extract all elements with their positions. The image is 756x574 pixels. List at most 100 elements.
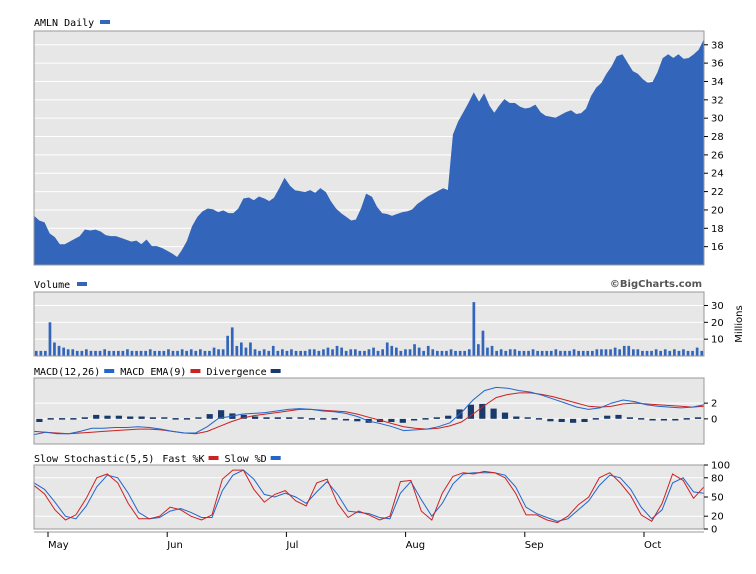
volume-bar — [217, 349, 220, 356]
volume-bar — [135, 350, 138, 356]
divergence-bar — [47, 418, 54, 420]
x-tick-label: May — [48, 540, 69, 551]
volume-bar — [454, 350, 457, 356]
volume-bar — [276, 350, 280, 356]
volume-bar — [700, 350, 704, 356]
volume-bar — [189, 349, 193, 356]
volume-bar — [559, 350, 562, 356]
volume-bar — [290, 349, 293, 356]
volume-bar — [240, 342, 243, 356]
macd-legend-swatch — [270, 369, 281, 373]
volume-bar — [577, 350, 580, 356]
divergence-bar — [286, 417, 293, 419]
price-panel: 16 18 20 22 24 26 28 30 32 34 36 38 AMLN Daily — [33, 18, 724, 266]
volume-bar — [477, 344, 480, 356]
volume-bar — [326, 347, 330, 356]
volume-bar — [253, 349, 257, 356]
stochastic-legend-label: Slow %D — [225, 454, 267, 465]
divergence-bar — [649, 418, 656, 421]
volume-bar — [568, 350, 571, 356]
price-tick-label: 16 — [711, 242, 724, 253]
volume-bar — [139, 350, 143, 356]
volume-bar — [695, 347, 699, 356]
divergence-bar — [274, 417, 281, 419]
volume-bar — [609, 349, 612, 356]
volume-bar — [244, 347, 248, 356]
volume-bar — [303, 350, 307, 356]
divergence-bar — [36, 418, 43, 422]
volume-bar — [312, 349, 316, 356]
volume-bar — [48, 322, 52, 356]
price-tick-label: 28 — [711, 132, 724, 143]
volume-tick-label: 10 — [711, 335, 724, 346]
volume-bar — [595, 349, 599, 356]
volume-bar — [71, 349, 75, 356]
volume-bar — [691, 350, 694, 356]
volume-bar — [645, 350, 649, 356]
volume-bar — [613, 347, 617, 356]
volume-bar — [677, 350, 681, 356]
volume-bar — [180, 349, 184, 356]
macd-legend-swatch — [104, 369, 115, 373]
divergence-bar — [263, 417, 270, 419]
divergence-bar — [524, 417, 531, 419]
divergence-bar — [161, 417, 168, 419]
volume-bar — [340, 347, 343, 356]
volume-bar — [249, 342, 252, 356]
macd-line — [33, 386, 705, 436]
volume-bar — [518, 350, 521, 356]
price-tick-label: 26 — [711, 150, 724, 161]
volume-bar — [167, 349, 170, 356]
divergence-bar — [104, 415, 111, 419]
volume-bar — [117, 350, 120, 356]
volume-bar — [75, 350, 79, 356]
x-tick-label: Jun — [166, 540, 183, 551]
divergence-bar — [638, 418, 645, 420]
volume-bar — [490, 345, 494, 356]
divergence-bar — [138, 416, 145, 419]
price-tick-label: 20 — [711, 205, 724, 216]
volume-panel-border — [33, 291, 705, 357]
divergence-bar — [660, 418, 667, 421]
volume-bar — [504, 350, 508, 356]
volume-bar — [112, 350, 116, 356]
volume-bar — [98, 350, 102, 356]
volume-bar — [495, 350, 498, 356]
volume-bar — [673, 349, 676, 356]
volume-bar — [203, 350, 207, 356]
volume-bar — [144, 350, 147, 356]
volume-bar — [527, 350, 530, 356]
volume-bar — [663, 349, 667, 356]
volume-bar — [85, 349, 88, 356]
volume-bar — [267, 350, 271, 356]
volume-bar — [349, 349, 353, 356]
macd-y-ticks: 02 — [704, 399, 717, 425]
volume-bar — [458, 350, 462, 356]
volume-bar — [650, 350, 653, 356]
stochastic-tick-label: 0 — [711, 525, 717, 536]
divergence-bar — [683, 418, 690, 420]
volume-bars — [34, 302, 704, 356]
volume-bar — [572, 349, 576, 356]
stochastic-tick-label: 50 — [711, 493, 724, 504]
volume-bar — [463, 350, 466, 356]
volume-bar — [153, 350, 157, 356]
price-tick-label: 32 — [711, 95, 724, 106]
stochastic-legend-label: Fast %K — [162, 454, 204, 465]
divergence-bar — [479, 403, 486, 419]
price-tick-label: 36 — [711, 59, 724, 70]
volume-tick-label: 20 — [711, 318, 724, 329]
volume-bar — [486, 347, 489, 356]
volume-y-ticks: 10 20 30 — [704, 301, 724, 346]
volume-bar — [654, 349, 658, 356]
divergence-bar — [206, 414, 213, 419]
volume-bar — [467, 349, 471, 356]
volume-bar — [508, 349, 512, 356]
price-area — [33, 39, 705, 266]
volume-bar — [549, 350, 553, 356]
divergence-bar — [433, 417, 440, 419]
divergence-bar — [399, 418, 406, 423]
watermark: ©BigCharts.com — [610, 279, 702, 290]
divergence-bar — [149, 417, 156, 419]
volume-tick-label: 30 — [711, 301, 724, 312]
